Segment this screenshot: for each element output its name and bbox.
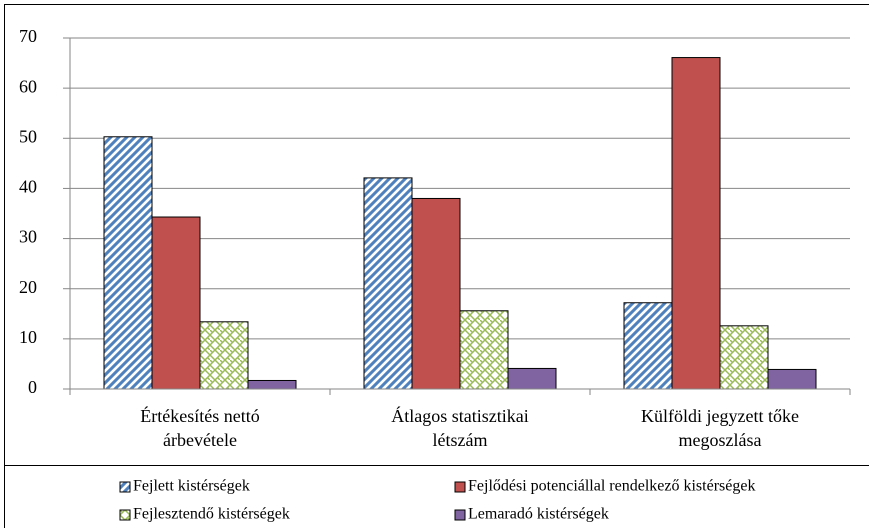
y-tick-label: 50 — [19, 126, 37, 146]
bar — [151, 216, 201, 390]
bar — [103, 136, 153, 390]
legend-swatch — [119, 509, 131, 521]
x-tick-label: Átlagos statisztikai — [391, 405, 528, 426]
bar — [507, 367, 557, 390]
legend-label: Lemaradó kistérségek — [468, 506, 609, 523]
legend-label: Fejlesztendő kistérségek — [133, 506, 290, 523]
legend-label: Fejlett kistérségek — [133, 478, 250, 495]
bar — [199, 321, 249, 390]
chart-border — [4, 4, 869, 528]
legend-label: Fejlődési potenciállal rendelkező kistér… — [468, 478, 755, 495]
legend-swatch — [454, 481, 466, 493]
y-tick-label: 10 — [19, 327, 37, 347]
x-tick-label: Külföldi jegyzett tőke — [641, 406, 799, 426]
legend-swatch — [454, 509, 466, 521]
y-tick-label: 40 — [19, 177, 37, 197]
bar — [363, 177, 413, 390]
y-tick-label: 60 — [19, 76, 37, 96]
legend-swatch — [119, 481, 131, 493]
bar — [671, 57, 721, 390]
bar — [767, 368, 817, 390]
y-tick-label: 0 — [28, 377, 37, 397]
y-tick-label: 70 — [19, 26, 37, 46]
y-tick-label: 20 — [19, 277, 37, 297]
legend-border — [4, 465, 869, 528]
bar — [623, 302, 673, 390]
bar — [247, 379, 297, 390]
x-tick-label: Értékesítés nettó — [140, 405, 259, 426]
bar — [459, 310, 509, 390]
x-tick-label: létszám — [433, 430, 488, 450]
x-tick-label: megoszlása — [679, 430, 762, 450]
x-tick-label: árbevétele — [163, 430, 237, 450]
bar — [411, 197, 461, 390]
bar — [719, 325, 769, 390]
y-tick-label: 30 — [19, 227, 37, 247]
